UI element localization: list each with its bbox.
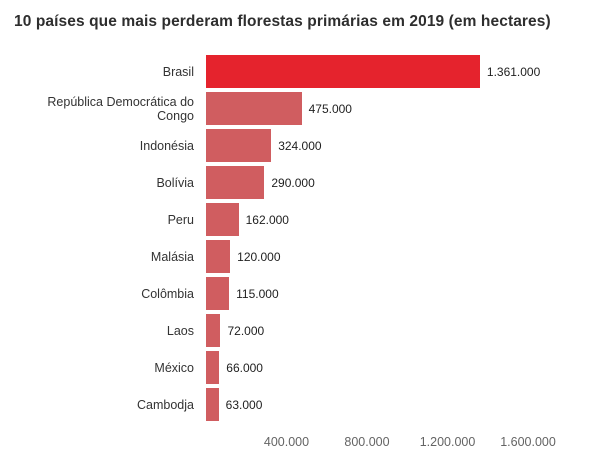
bar bbox=[206, 351, 220, 385]
bar bbox=[206, 55, 480, 89]
bar-track: 290.000 bbox=[206, 166, 528, 200]
bar-row: República Democrática do Congo 475.000 bbox=[14, 90, 586, 127]
category-label: Laos bbox=[166, 323, 194, 338]
bar bbox=[206, 314, 221, 348]
value-label: 115.000 bbox=[236, 286, 279, 301]
category-label: Brasil bbox=[162, 64, 194, 79]
x-axis: 400.000 800.000 1.200.000 1.600.000 bbox=[206, 431, 556, 457]
value-label: 120.000 bbox=[237, 249, 281, 264]
value-label: 66.000 bbox=[226, 360, 263, 375]
bar-track: 324.000 bbox=[206, 129, 528, 163]
category-label: Peru bbox=[167, 212, 194, 227]
x-axis-tick-label: 400.000 bbox=[263, 435, 310, 450]
bar-track: 1.361.000 bbox=[206, 55, 540, 89]
bar-row: Brasil 1.361.000 bbox=[14, 53, 586, 90]
value-label: 1.361.000 bbox=[486, 64, 541, 79]
bar-row: Malásia 120.000 bbox=[14, 238, 586, 275]
bar bbox=[206, 388, 219, 422]
category-label: Indonésia bbox=[139, 138, 194, 153]
bar-row: Cambodja 63.000 bbox=[14, 386, 586, 423]
x-axis-tick-label: 1.200.000 bbox=[419, 435, 476, 450]
bar bbox=[206, 92, 302, 126]
bar-row: Indonésia 324.000 bbox=[14, 127, 586, 164]
category-label: Cambodja bbox=[137, 397, 194, 412]
category-label: República Democrática do Congo bbox=[47, 94, 194, 123]
value-label: 324.000 bbox=[278, 138, 322, 153]
bar-row: México 66.000 bbox=[14, 349, 586, 386]
bar-row: Colômbia 115.000 bbox=[14, 275, 586, 312]
value-label: 63.000 bbox=[225, 397, 263, 412]
category-label: Bolívia bbox=[156, 175, 194, 190]
bar-track: 66.000 bbox=[206, 351, 528, 385]
category-label: México bbox=[154, 360, 194, 375]
category-label: Malásia bbox=[150, 249, 194, 264]
bar bbox=[206, 203, 239, 237]
value-label: 162.000 bbox=[245, 212, 289, 227]
chart-title: 10 países que mais perderam florestas pr… bbox=[14, 13, 551, 30]
bar-row: Bolívia 290.000 bbox=[14, 164, 586, 201]
bar-row: Laos 72.000 bbox=[14, 312, 586, 349]
bar-track: 162.000 bbox=[206, 203, 528, 237]
bar-row: Peru 162.000 bbox=[14, 201, 586, 238]
bar bbox=[206, 129, 272, 163]
x-axis-tick-label: 1.600.000 bbox=[500, 435, 556, 450]
bar-track: 475.000 bbox=[206, 92, 528, 126]
x-axis-tick-label: 800.000 bbox=[344, 435, 390, 450]
value-label: 475.000 bbox=[308, 101, 352, 116]
value-label: 72.000 bbox=[227, 323, 265, 338]
bar bbox=[206, 240, 231, 274]
bar-track: 120.000 bbox=[206, 240, 528, 274]
bar bbox=[206, 277, 230, 311]
bar bbox=[206, 166, 265, 200]
category-label: Colômbia bbox=[141, 286, 194, 301]
bar-track: 72.000 bbox=[206, 314, 528, 348]
value-label: 290.000 bbox=[271, 175, 315, 190]
plot-area: Brasil 1.361.000 República Democrática do … bbox=[14, 53, 586, 423]
bar-track: 115.000 bbox=[206, 277, 528, 311]
bar-track: 63.000 bbox=[206, 388, 528, 422]
